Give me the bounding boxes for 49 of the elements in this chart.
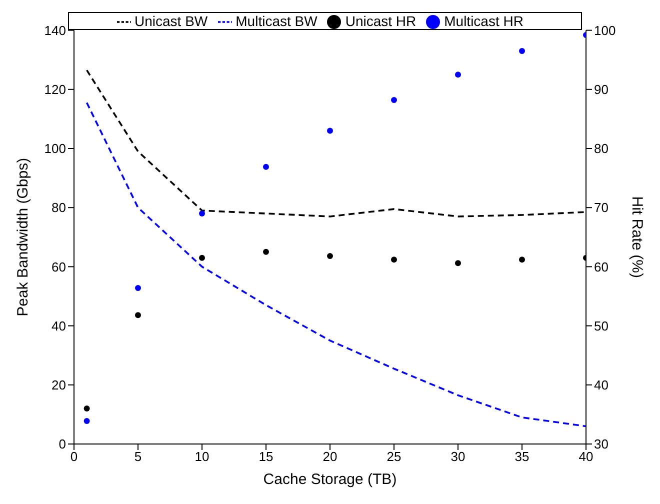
x-tick-label: 25 xyxy=(386,449,402,464)
line-series xyxy=(86,102,586,428)
point xyxy=(84,406,90,412)
y2-tick-label: 100 xyxy=(594,22,616,38)
x-tick-label: 35 xyxy=(514,449,530,464)
y-tick-label: 20 xyxy=(52,378,66,393)
point xyxy=(263,248,269,255)
point xyxy=(455,72,461,78)
x-tick-label: 30 xyxy=(450,449,466,464)
y2-tick-label: 50 xyxy=(594,318,608,334)
y-tick-label: 40 xyxy=(52,318,66,334)
point xyxy=(391,97,397,104)
x-tick-label: 10 xyxy=(194,449,210,464)
y2-tick-label: 80 xyxy=(594,141,608,156)
legend-label: Unicast BW xyxy=(134,13,208,29)
y2-tick-label: 90 xyxy=(594,82,608,98)
y-axis-title: Peak Bandwidth (Gbps) xyxy=(14,158,32,316)
y2-axis-title: Hit Rate (%) xyxy=(628,196,646,278)
point xyxy=(455,260,461,266)
y-tick-label: 120 xyxy=(44,82,66,98)
point xyxy=(199,254,205,261)
point xyxy=(519,256,525,263)
point xyxy=(135,284,141,291)
y2-tick-label: 70 xyxy=(594,200,608,216)
point xyxy=(327,128,333,134)
legend-label: Multicast HR xyxy=(444,13,524,29)
point xyxy=(327,253,333,260)
y-tick-label: 100 xyxy=(44,141,66,156)
x-tick-label: 40 xyxy=(578,449,594,464)
y2-tick-label: 60 xyxy=(594,259,608,274)
y2-tick-label: 30 xyxy=(594,436,608,452)
x-tick-label: 5 xyxy=(134,449,142,464)
legend-label: Unicast HR xyxy=(345,13,416,29)
point xyxy=(84,418,90,424)
point xyxy=(199,210,205,217)
x-tick-label: 20 xyxy=(322,449,338,464)
point xyxy=(263,164,269,170)
legend-label: Multicast BW xyxy=(236,13,318,29)
point xyxy=(391,256,397,263)
x-tick-label: 0 xyxy=(70,449,78,464)
x-tick-label: 15 xyxy=(258,449,274,464)
point xyxy=(135,312,141,318)
y-tick-label: 0 xyxy=(58,436,66,452)
y-tick-label: 140 xyxy=(44,22,66,38)
y2-tick-label: 40 xyxy=(594,378,608,393)
point xyxy=(519,48,525,54)
y-tick-label: 60 xyxy=(52,259,66,274)
x-axis-title: Cache Storage (TB) xyxy=(263,471,397,488)
y-tick-label: 80 xyxy=(52,200,66,216)
